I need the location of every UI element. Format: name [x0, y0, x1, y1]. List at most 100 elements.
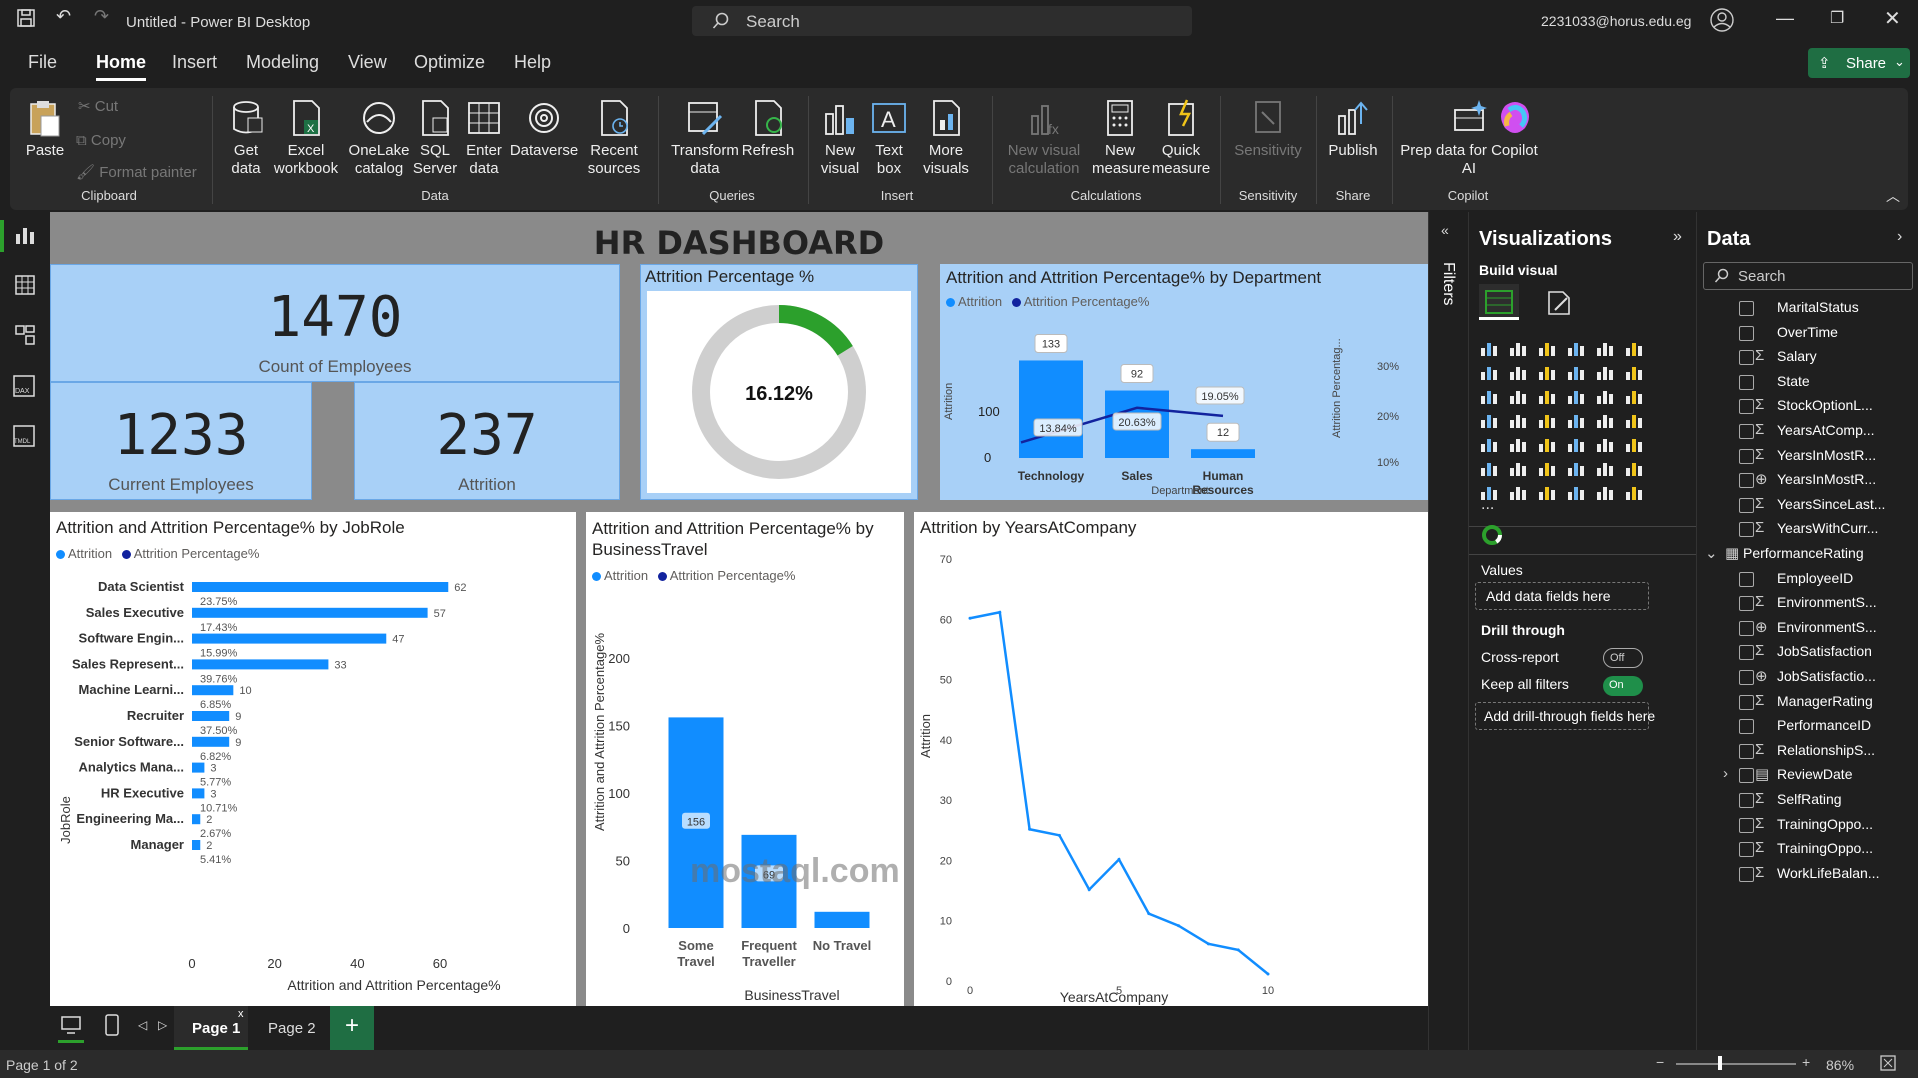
- menu-help[interactable]: Help: [514, 52, 552, 72]
- jobrole-bar[interactable]: [192, 711, 230, 721]
- field-item[interactable]: MaritalStatus: [1697, 294, 1918, 324]
- jobrole-bar[interactable]: [192, 788, 205, 799]
- jobrole-bar[interactable]: [192, 633, 387, 644]
- field-item[interactable]: Σ YearsWithCurr...: [1697, 515, 1918, 545]
- field-item[interactable]: Σ YearsSinceLast...: [1697, 491, 1918, 521]
- menu-insert[interactable]: Insert: [172, 52, 218, 72]
- yearsatcompany-point[interactable]: [1117, 857, 1121, 861]
- restore-icon[interactable]: ❐: [1830, 10, 1845, 27]
- field-checkbox[interactable]: [1739, 596, 1754, 612]
- slicer-icon[interactable]: [1537, 434, 1559, 456]
- azure-map-icon[interactable]: [1566, 410, 1588, 432]
- field-item[interactable]: Σ Salary: [1697, 343, 1918, 373]
- map-icon[interactable]: [1508, 410, 1530, 432]
- field-item[interactable]: Σ ManagerRating: [1697, 688, 1918, 718]
- fit-to-page-icon[interactable]: [1880, 1055, 1896, 1074]
- field-item[interactable]: ⊕ JobSatisfactio...: [1697, 663, 1918, 693]
- field-checkbox[interactable]: [1739, 620, 1754, 636]
- desktop-layout-icon[interactable]: [60, 1014, 82, 1041]
- yearsatcompany-point[interactable]: [1087, 888, 1091, 892]
- field-checkbox[interactable]: [1739, 399, 1754, 415]
- yearsatcompany-point[interactable]: [1266, 972, 1270, 976]
- yearsatcompany-point[interactable]: [968, 616, 972, 620]
- zoom-slider-handle[interactable]: [1718, 1056, 1722, 1070]
- prev-page-icon[interactable]: ◁: [138, 1018, 148, 1032]
- jobrole-chart[interactable]: Attrition and Attrition Percentage% by J…: [50, 512, 576, 1006]
- department-bar[interactable]: [1019, 360, 1083, 458]
- page-tab-2[interactable]: Page 2: [248, 1006, 330, 1050]
- field-checkbox[interactable]: [1739, 571, 1754, 587]
- account-email[interactable]: 2231033@horus.edu.eg: [1541, 13, 1692, 29]
- table-icon[interactable]: [1566, 434, 1588, 456]
- yearsatcompany-point[interactable]: [1177, 924, 1181, 928]
- donut-icon[interactable]: [1624, 386, 1646, 408]
- field-checkbox[interactable]: [1739, 448, 1754, 464]
- menu-optimize[interactable]: Optimize: [414, 52, 486, 72]
- clustered-bar-icon[interactable]: [1537, 338, 1559, 360]
- clustered-column-icon[interactable]: [1566, 338, 1588, 360]
- expand-filters-icon[interactable]: «: [1441, 222, 1449, 238]
- cut-button[interactable]: ✂ Cut: [78, 98, 119, 115]
- menu-home[interactable]: Home: [96, 52, 147, 72]
- yearsatcompany-chart[interactable]: Attrition by YearsAtCompany Attrition 70…: [914, 512, 1428, 1006]
- field-item[interactable]: ⊕ YearsInMostR...: [1697, 466, 1918, 496]
- publish-button[interactable]: Publish: [1322, 98, 1384, 160]
- multi-card-icon[interactable]: [1479, 434, 1501, 456]
- page-tab-1[interactable]: Page 1 x: [174, 1006, 248, 1050]
- build-visual-tab[interactable]: [1479, 284, 1519, 320]
- redo-icon[interactable]: ↷: [94, 6, 110, 26]
- field-item[interactable]: EmployeeID: [1697, 565, 1918, 595]
- field-item[interactable]: Σ YearsInMostR...: [1697, 442, 1918, 472]
- field-item[interactable]: Σ TrainingOppo...: [1697, 835, 1918, 865]
- field-item[interactable]: Σ RelationshipS...: [1697, 737, 1918, 767]
- jobrole-bar[interactable]: [192, 814, 201, 825]
- new-visual-button[interactable]: New visual: [814, 98, 866, 178]
- onelake-catalog-button[interactable]: OneLake catalog: [340, 98, 418, 178]
- minimize-icon[interactable]: —: [1776, 8, 1794, 28]
- treemap-icon[interactable]: [1479, 410, 1501, 432]
- yearsatcompany-point[interactable]: [1236, 948, 1240, 952]
- field-checkbox[interactable]: [1739, 719, 1754, 735]
- fabric-icon[interactable]: [1595, 482, 1617, 504]
- businesstravel-chart[interactable]: Attrition and Attrition Percentage% by B…: [586, 512, 904, 1006]
- jobrole-bar[interactable]: [192, 659, 329, 670]
- field-checkbox[interactable]: [1739, 768, 1754, 784]
- department-chart[interactable]: Attrition and Attrition Percentage% by D…: [940, 264, 1428, 500]
- python-visual-icon[interactable]: [1479, 458, 1501, 480]
- yearsatcompany-point[interactable]: [1057, 833, 1061, 837]
- keep-all-filters-toggle[interactable]: On: [1603, 676, 1643, 696]
- copilot-button[interactable]: [1490, 98, 1540, 142]
- metrics-icon[interactable]: [1566, 482, 1588, 504]
- field-checkbox[interactable]: [1739, 793, 1754, 808]
- field-checkbox[interactable]: [1739, 424, 1754, 439]
- power-automate-icon[interactable]: [1537, 482, 1559, 504]
- field-item[interactable]: PerformanceID: [1697, 712, 1918, 742]
- kpi-current-employees[interactable]: 1233 Current Employees: [50, 382, 312, 500]
- tmdl-view-icon[interactable]: TMDL: [12, 424, 36, 453]
- filled-map-icon[interactable]: [1537, 410, 1559, 432]
- format-painter-button[interactable]: 🖌 Format painter: [76, 164, 197, 181]
- field-checkbox[interactable]: [1739, 817, 1754, 833]
- field-checkbox[interactable]: [1739, 645, 1754, 661]
- yearsatcompany-point[interactable]: [1206, 942, 1210, 946]
- data-search-box[interactable]: Search: [1703, 262, 1913, 290]
- chevron-right-icon[interactable]: ›: [1723, 765, 1728, 783]
- qa-icon[interactable]: [1566, 458, 1588, 480]
- waterfall-icon[interactable]: [1508, 386, 1530, 408]
- line-column-icon[interactable]: [1595, 362, 1617, 384]
- zoom-in-icon[interactable]: +: [1802, 1054, 1811, 1070]
- report-view-icon[interactable]: [14, 224, 36, 251]
- department-bar[interactable]: [1191, 449, 1255, 458]
- field-checkbox[interactable]: [1739, 743, 1754, 759]
- menu-file[interactable]: File: [28, 52, 58, 72]
- power-apps-icon[interactable]: [1508, 482, 1530, 504]
- field-item[interactable]: Σ JobSatisfaction: [1697, 638, 1918, 668]
- mobile-layout-icon[interactable]: [104, 1014, 120, 1041]
- funnel-icon[interactable]: [1537, 386, 1559, 408]
- field-checkbox[interactable]: [1739, 522, 1754, 538]
- kpi-icon[interactable]: [1508, 434, 1530, 456]
- r-visual-icon[interactable]: [1624, 434, 1646, 456]
- field-checkbox[interactable]: [1739, 325, 1754, 341]
- field-item[interactable]: Σ YearsAtComp...: [1697, 417, 1918, 447]
- new-measure-button[interactable]: New measure: [1092, 98, 1150, 178]
